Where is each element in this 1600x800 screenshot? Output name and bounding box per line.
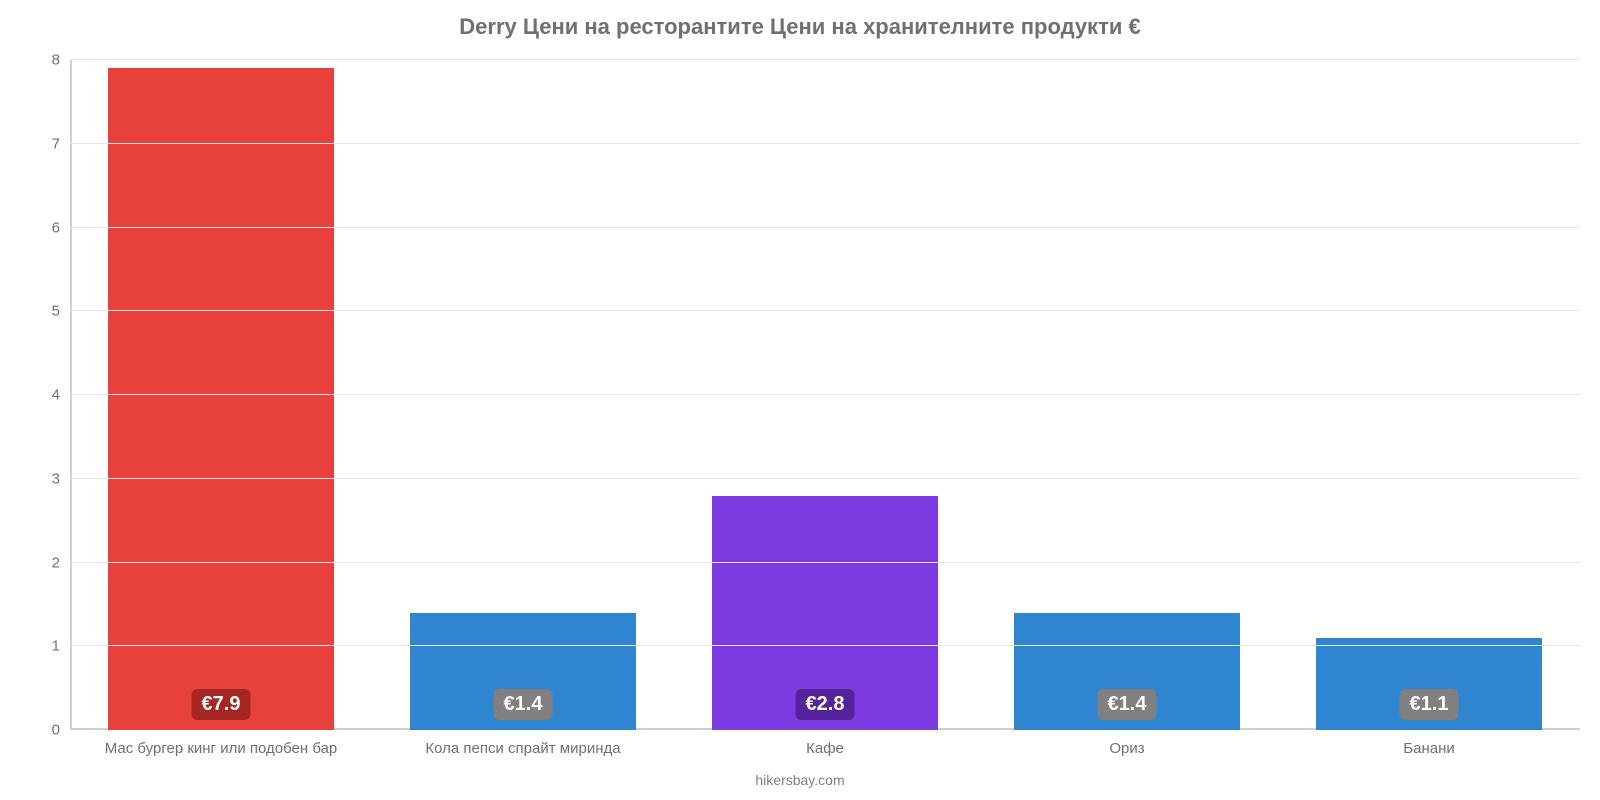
y-tick-label: 6 <box>52 219 70 236</box>
x-tick-label: Ориз <box>1109 730 1144 757</box>
bar: €1.4 <box>410 613 637 730</box>
y-tick-label: 2 <box>52 554 70 571</box>
gridline <box>70 143 1580 144</box>
gridline <box>70 394 1580 395</box>
y-tick-label: 7 <box>52 135 70 152</box>
value-badge: €2.8 <box>796 689 855 720</box>
gridline <box>70 59 1580 60</box>
gridline <box>70 562 1580 563</box>
bars-layer: €7.9 €1.4 €2.8 €1.4 €1.1 <box>70 60 1580 730</box>
value-badge: €7.9 <box>192 689 251 720</box>
plot-area: €7.9€1.4€2.8€1.4€1.1 012345678Мас бургер… <box>70 60 1580 730</box>
gridline <box>70 227 1580 228</box>
attribution: hikersbay.com <box>755 772 844 788</box>
y-tick-label: 5 <box>52 303 70 320</box>
value-badge: €1.4 <box>1098 689 1157 720</box>
x-tick-label: Кафе <box>806 730 844 757</box>
bar: €2.8 <box>712 496 939 731</box>
chart-title: Derry Цени на ресторантите Цени на храни… <box>0 0 1600 40</box>
gridline <box>70 645 1580 646</box>
y-tick-label: 3 <box>52 470 70 487</box>
bar: €7.9 <box>108 68 335 730</box>
x-tick-label: Кола пепси спрайт миринда <box>425 730 620 757</box>
x-tick-label: Банани <box>1403 730 1454 757</box>
bar-chart: Derry Цени на ресторантите Цени на храни… <box>0 0 1600 800</box>
value-badge: €1.1 <box>1400 689 1459 720</box>
bar: €1.1 <box>1316 638 1543 730</box>
bar: €1.4 <box>1014 613 1241 730</box>
value-badge: €1.4 <box>494 689 553 720</box>
gridline <box>70 310 1580 311</box>
y-tick-label: 0 <box>52 722 70 739</box>
y-tick-label: 8 <box>52 52 70 69</box>
gridline <box>70 478 1580 479</box>
y-tick-label: 1 <box>52 638 70 655</box>
x-tick-label: Мас бургер кинг или подобен бар <box>105 730 338 757</box>
y-tick-label: 4 <box>52 387 70 404</box>
